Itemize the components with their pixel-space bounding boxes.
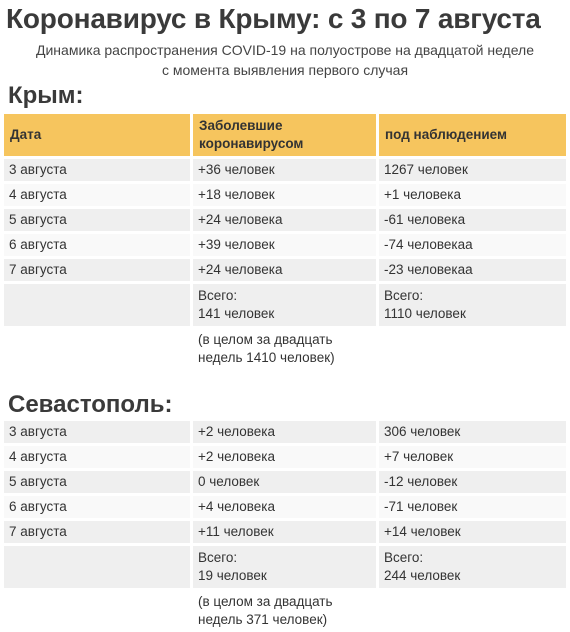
total-observed-value: 1110 человек	[384, 306, 466, 321]
row-observed: +1 человека	[379, 184, 566, 206]
header-observed: под наблюдением	[379, 114, 566, 156]
row-sick: +36 человек	[193, 159, 376, 181]
row-sick: +18 человек	[193, 184, 376, 206]
crimea-total-row: Всего: 141 человек Всего: 1110 человек	[4, 284, 566, 326]
crimea-table-header: Дата Заболевшие коронавирусом под наблюд…	[4, 114, 566, 156]
row-observed: 1267 человек	[379, 159, 566, 181]
total-observed: Всего: 1110 человек	[379, 284, 566, 326]
row-date: 6 августа	[4, 234, 190, 256]
row-date: 5 августа	[4, 471, 190, 493]
crimea-table: Дата Заболевшие коронавирусом под наблюд…	[4, 114, 566, 370]
row-date: 3 августа	[4, 159, 190, 181]
sevastopol-note: (в целом за двадцать недель 371 человек)	[193, 590, 376, 632]
row-observed: +14 человек	[379, 521, 566, 543]
total-sick: Всего: 141 человек	[193, 284, 376, 326]
row-observed: -61 человека	[379, 209, 566, 231]
total-sick: Всего: 19 человек	[193, 546, 376, 588]
total-empty-cell	[4, 546, 190, 588]
crimea-note-row: (в целом за двадцать недель 1410 человек…	[4, 328, 566, 370]
row-date: 4 августа	[4, 446, 190, 468]
note-line-1: (в целом за двадцать	[198, 594, 333, 609]
sevastopol-table: 3 августа +2 человека 306 человек 4 авгу…	[4, 421, 566, 632]
row-date: 3 августа	[4, 421, 190, 443]
total-sick-label: Всего:	[198, 550, 238, 565]
row-observed: -71 человек	[379, 496, 566, 518]
total-observed-label: Всего:	[384, 550, 424, 565]
row-date: 5 августа	[4, 209, 190, 231]
row-observed: -23 человекаа	[379, 259, 566, 281]
note-empty-cell	[379, 328, 566, 370]
row-sick: +24 человека	[193, 259, 376, 281]
page-subtitle: Динамика распространения COVID-19 на пол…	[0, 40, 570, 80]
header-date: Дата	[4, 114, 190, 156]
total-empty-cell	[4, 284, 190, 326]
row-date: 4 августа	[4, 184, 190, 206]
crimea-heading: Крым:	[8, 82, 84, 109]
note-line-2: недель 1410 человек)	[198, 350, 335, 365]
table-row: 4 августа +2 человека +7 человек	[4, 446, 566, 468]
row-sick: 0 человек	[193, 471, 376, 493]
note-line-2: недель 371 человек)	[198, 612, 328, 627]
total-sick-value: 141 человек	[198, 306, 275, 321]
table-row: 6 августа +39 человек -74 человекаа	[4, 234, 566, 256]
sevastopol-heading: Севастополь:	[8, 391, 173, 418]
row-date: 6 августа	[4, 496, 190, 518]
total-observed: Всего: 244 человек	[379, 546, 566, 588]
page-title: Коронавирус в Крыму: с 3 по 7 августа	[6, 3, 541, 34]
row-sick: +4 человека	[193, 496, 376, 518]
sevastopol-total-row: Всего: 19 человек Всего: 244 человек	[4, 546, 566, 588]
table-row: 3 августа +36 человек 1267 человек	[4, 159, 566, 181]
table-row: 3 августа +2 человека 306 человек	[4, 421, 566, 443]
table-row: 4 августа +18 человек +1 человека	[4, 184, 566, 206]
row-observed: +7 человек	[379, 446, 566, 468]
total-observed-value: 244 человек	[384, 568, 461, 583]
row-sick: +39 человек	[193, 234, 376, 256]
note-line-1: (в целом за двадцать	[198, 332, 333, 347]
table-row: 6 августа +4 человека -71 человек	[4, 496, 566, 518]
row-sick: +2 человека	[193, 446, 376, 468]
total-sick-label: Всего:	[198, 288, 238, 303]
sevastopol-note-row: (в целом за двадцать недель 371 человек)	[4, 590, 566, 632]
header-sick-line-1: Заболевшие	[199, 118, 283, 133]
row-observed: 306 человек	[379, 421, 566, 443]
row-sick: +2 человека	[193, 421, 376, 443]
row-date: 7 августа	[4, 259, 190, 281]
table-row: 7 августа +11 человек +14 человек	[4, 521, 566, 543]
row-date: 7 августа	[4, 521, 190, 543]
row-sick: +24 человека	[193, 209, 376, 231]
row-observed: -74 человекаа	[379, 234, 566, 256]
row-sick: +11 человек	[193, 521, 376, 543]
note-empty-cell	[379, 590, 566, 632]
total-sick-value: 19 человек	[198, 568, 267, 583]
table-row: 7 августа +24 человека -23 человекаа	[4, 259, 566, 281]
table-row: 5 августа +24 человека -61 человека	[4, 209, 566, 231]
crimea-note: (в целом за двадцать недель 1410 человек…	[193, 328, 376, 370]
subtitle-line-2: с момента выявления первого случая	[161, 62, 409, 78]
header-sick: Заболевшие коронавирусом	[193, 114, 376, 156]
total-observed-label: Всего:	[384, 288, 424, 303]
note-empty-cell	[4, 328, 190, 370]
row-observed: -12 человек	[379, 471, 566, 493]
header-sick-line-2: коронавирусом	[199, 136, 304, 151]
table-row: 5 августа 0 человек -12 человек	[4, 471, 566, 493]
note-empty-cell	[4, 590, 190, 632]
subtitle-line-1: Динамика распространения COVID-19 на пол…	[36, 42, 534, 58]
